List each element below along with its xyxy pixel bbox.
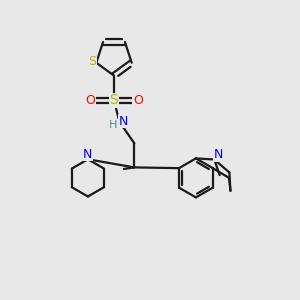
Text: O: O — [85, 94, 95, 107]
Text: N: N — [118, 115, 128, 128]
Text: O: O — [133, 94, 143, 107]
Text: S: S — [88, 55, 96, 68]
Text: N: N — [83, 148, 93, 161]
Text: S: S — [110, 93, 118, 107]
Text: H: H — [109, 120, 117, 130]
Text: N: N — [214, 148, 224, 161]
